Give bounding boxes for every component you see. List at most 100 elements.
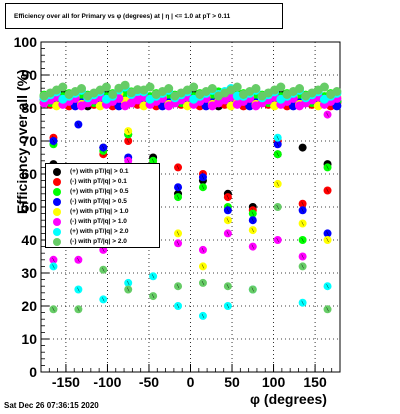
error-bar (226, 231, 230, 236)
error-bar (77, 307, 80, 312)
error-bar (176, 231, 180, 236)
band-point (120, 80, 130, 90)
band-point (251, 84, 261, 94)
error-bar (127, 158, 130, 163)
error-bar (301, 201, 304, 206)
legend-label: (+) with pT/|q| > 0.5 (70, 188, 129, 195)
error-bar (301, 221, 304, 226)
error-bar (251, 218, 254, 223)
error-bar (176, 241, 180, 246)
error-bar (201, 185, 205, 190)
band-point (189, 82, 199, 92)
y-tick-label: 70 (21, 133, 37, 149)
legend-label: (-) with pT/|q| > 0.1 (70, 178, 127, 185)
band-point (295, 84, 305, 94)
legend-marker (53, 198, 61, 206)
error-bar (102, 247, 105, 252)
error-bar (226, 218, 230, 223)
legend-marker (53, 168, 61, 176)
x-tick-label: 50 (224, 374, 240, 390)
error-bar (301, 145, 304, 150)
error-bar (176, 195, 180, 200)
y-tick-label: 0 (29, 364, 37, 380)
x-tick-label: -100 (93, 374, 121, 390)
error-bar (326, 231, 329, 236)
tick-layer: -150 -100 -50 0 50 100 150 0 10 20 30 40 50 60 70 80 90 1… (14, 34, 341, 390)
error-bar (276, 135, 279, 140)
error-bar (276, 237, 279, 243)
error-bar (201, 280, 205, 285)
error-bar (151, 158, 155, 163)
error-bar (176, 284, 180, 289)
legend-label: (+) with pT/|q| > 1.0 (70, 208, 129, 215)
band-point (276, 82, 286, 92)
error-bar (301, 264, 304, 269)
error-bar (301, 300, 304, 305)
error-bar (52, 257, 55, 262)
x-tick-label: 150 (303, 374, 327, 390)
error-bar (102, 297, 105, 302)
error-bar (326, 237, 329, 243)
legend: (+) with pT/|q| > 0.1 (-) with pT/|q| > 0… (45, 163, 160, 248)
error-bar (301, 237, 304, 243)
error-bar (52, 307, 55, 312)
error-bar (201, 247, 205, 252)
error-bar (326, 112, 329, 117)
y-tick-label: 100 (14, 34, 38, 50)
error-bar (176, 185, 180, 190)
x-tick-label: 100 (262, 374, 286, 390)
error-bar (151, 294, 155, 299)
error-bar (102, 145, 105, 150)
y-tick-label: 60 (21, 166, 37, 182)
legend-item: (-) with pT/|q| > 1.0 (46, 217, 159, 227)
error-bar (251, 228, 254, 233)
band-point (101, 82, 111, 92)
band-point (332, 87, 342, 96)
error-bar (326, 284, 329, 289)
band-point (108, 89, 118, 99)
y-tick-label: 90 (21, 67, 37, 83)
error-bar (301, 254, 304, 259)
error-bar (77, 122, 80, 127)
error-bar (176, 303, 180, 309)
timestamp: Sat Dec 26 07:36:15 2020 (4, 401, 99, 410)
y-tick-label: 50 (21, 199, 37, 215)
error-bar (102, 267, 105, 272)
legend-item: (-) with pT/|q| > 2.0 (46, 237, 159, 247)
band-point (164, 84, 174, 94)
y-tick-label: 30 (21, 265, 37, 281)
error-bar (326, 307, 329, 312)
legend-label: (+) with pT/|q| > 2.0 (70, 228, 129, 235)
y-tick-label: 40 (21, 232, 37, 248)
x-tick-label: 0 (187, 374, 195, 390)
error-bar (77, 257, 80, 262)
legend-marker (53, 238, 61, 246)
error-bar (251, 211, 254, 216)
error-bar (52, 138, 55, 144)
error-bar (276, 152, 279, 157)
legend-label: (-) with pT/|q| > 0.5 (70, 198, 127, 205)
error-bar (251, 287, 254, 292)
legend-marker (53, 178, 61, 186)
legend-item: (-) with pT/|q| > 0.1 (46, 177, 159, 187)
chart-title: Efficiency over all for Primary vs φ (de… (14, 13, 231, 20)
y-tick-label: 80 (21, 100, 37, 116)
error-bar (52, 264, 55, 269)
band-point (319, 82, 329, 92)
y-axis-label: Efficiency over all (%) (14, 69, 30, 214)
legend-item: (+) with pT/|q| > 0.1 (46, 167, 159, 177)
legend-label: (-) with pT/|q| > 1.0 (70, 218, 127, 225)
error-bar (276, 142, 279, 147)
legend-label: (-) with pT/|q| > 2.0 (70, 238, 127, 245)
error-bar (226, 284, 230, 289)
error-bar (127, 287, 130, 292)
y-tick-label: 20 (21, 298, 37, 314)
error-bar (276, 181, 279, 186)
error-bar (201, 264, 205, 269)
error-bar (151, 274, 155, 279)
band-point (76, 84, 86, 94)
error-bar (201, 313, 205, 318)
error-bar (276, 204, 279, 210)
error-bar (301, 208, 304, 213)
error-bar (326, 165, 329, 170)
